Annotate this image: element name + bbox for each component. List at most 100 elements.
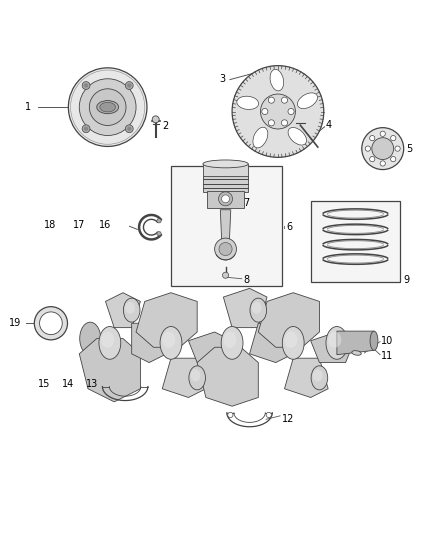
Polygon shape (188, 332, 232, 362)
Polygon shape (197, 348, 258, 406)
Polygon shape (258, 293, 319, 348)
Text: 4: 4 (326, 119, 332, 130)
Ellipse shape (160, 327, 182, 359)
Text: 8: 8 (243, 276, 249, 286)
Ellipse shape (101, 332, 114, 348)
Circle shape (89, 89, 126, 125)
Polygon shape (285, 358, 328, 398)
Circle shape (362, 128, 404, 169)
Circle shape (125, 125, 133, 133)
Ellipse shape (326, 327, 348, 359)
Circle shape (282, 97, 288, 103)
Text: 5: 5 (406, 143, 412, 154)
Text: 2: 2 (162, 121, 169, 131)
FancyBboxPatch shape (203, 176, 248, 192)
Ellipse shape (237, 96, 258, 109)
Ellipse shape (352, 351, 361, 356)
Circle shape (365, 146, 371, 151)
Circle shape (268, 120, 275, 126)
Circle shape (215, 238, 237, 260)
Ellipse shape (80, 322, 101, 355)
Circle shape (219, 243, 232, 256)
Circle shape (232, 66, 324, 157)
Polygon shape (106, 293, 141, 328)
Circle shape (84, 126, 88, 131)
Text: 6: 6 (287, 222, 293, 232)
Ellipse shape (100, 102, 116, 112)
Ellipse shape (203, 160, 248, 168)
Circle shape (282, 120, 288, 126)
Ellipse shape (285, 332, 297, 348)
Ellipse shape (283, 327, 304, 359)
Bar (171, 166, 283, 286)
Circle shape (125, 82, 133, 90)
Text: 1: 1 (25, 102, 31, 112)
Ellipse shape (125, 302, 135, 314)
FancyBboxPatch shape (203, 164, 248, 177)
Circle shape (288, 108, 294, 115)
Circle shape (82, 82, 90, 90)
Circle shape (391, 135, 396, 141)
Text: 16: 16 (99, 221, 111, 230)
Text: 9: 9 (403, 276, 410, 286)
Circle shape (127, 83, 131, 88)
FancyBboxPatch shape (207, 191, 244, 208)
Ellipse shape (124, 298, 140, 322)
Circle shape (228, 413, 233, 417)
Polygon shape (220, 210, 231, 249)
Circle shape (370, 135, 375, 141)
Ellipse shape (162, 332, 175, 348)
Circle shape (380, 161, 385, 166)
Ellipse shape (221, 327, 243, 359)
Text: 3: 3 (219, 74, 225, 84)
Polygon shape (79, 338, 141, 402)
Bar (311, 201, 400, 282)
Circle shape (223, 272, 229, 278)
Polygon shape (162, 358, 206, 398)
Circle shape (268, 97, 275, 103)
Ellipse shape (189, 366, 205, 390)
Ellipse shape (253, 127, 268, 148)
Polygon shape (311, 332, 354, 362)
Ellipse shape (370, 331, 378, 350)
Circle shape (380, 131, 385, 136)
Circle shape (372, 138, 394, 159)
Text: 12: 12 (283, 414, 295, 424)
Circle shape (391, 157, 396, 161)
Circle shape (127, 126, 131, 131)
Circle shape (152, 116, 159, 123)
Polygon shape (132, 323, 166, 362)
Polygon shape (250, 323, 293, 362)
Text: 15: 15 (38, 379, 50, 390)
Circle shape (395, 146, 400, 151)
Text: 18: 18 (44, 221, 57, 230)
Polygon shape (223, 288, 267, 328)
Circle shape (68, 68, 147, 147)
Text: 13: 13 (86, 379, 98, 390)
Circle shape (79, 79, 136, 135)
Text: 19: 19 (10, 318, 21, 328)
Ellipse shape (97, 101, 119, 114)
Circle shape (157, 219, 161, 223)
Circle shape (261, 94, 295, 129)
Text: 7: 7 (243, 198, 249, 208)
Circle shape (266, 413, 272, 417)
Circle shape (370, 157, 375, 161)
Ellipse shape (328, 332, 341, 348)
Polygon shape (136, 293, 197, 348)
Ellipse shape (223, 332, 237, 348)
Circle shape (39, 312, 62, 335)
Ellipse shape (311, 366, 328, 390)
Ellipse shape (99, 327, 121, 359)
Ellipse shape (270, 69, 284, 91)
Ellipse shape (252, 302, 261, 314)
Circle shape (157, 231, 161, 236)
Text: 17: 17 (73, 221, 85, 230)
Circle shape (219, 192, 233, 206)
Circle shape (82, 125, 90, 133)
Ellipse shape (313, 369, 323, 382)
Circle shape (34, 306, 67, 340)
Ellipse shape (288, 127, 307, 145)
Text: 10: 10 (381, 336, 394, 346)
Circle shape (262, 108, 268, 115)
